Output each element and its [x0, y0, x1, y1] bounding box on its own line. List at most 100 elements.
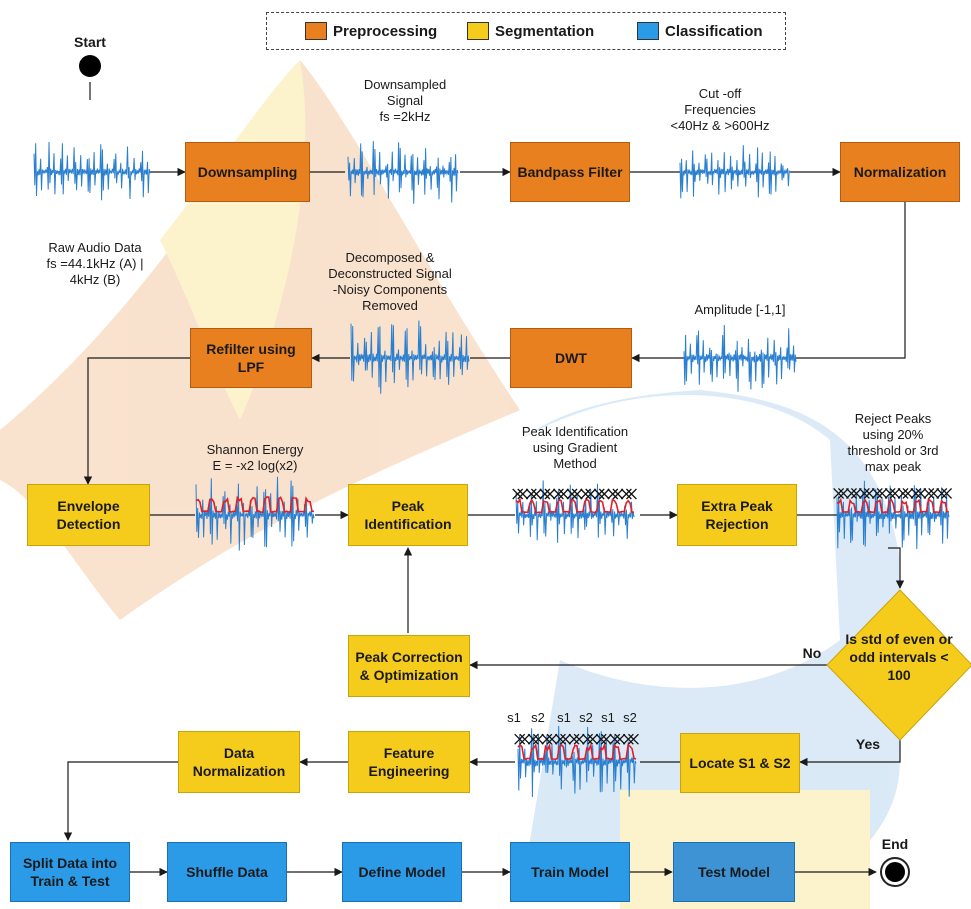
peak-marker: [546, 733, 558, 745]
peak-marker: [552, 488, 564, 500]
peak-marker: [902, 487, 914, 499]
waveform-decomposed: [350, 320, 470, 394]
s-label: s1: [601, 710, 615, 725]
peak-marker: [923, 487, 935, 499]
arrow-normalization-to-dwt: [795, 202, 906, 359]
peak-marker: [889, 487, 901, 499]
peak-marker: [573, 733, 585, 745]
waveform-trace: [195, 476, 315, 551]
peak-marker: [614, 733, 626, 745]
waveform-trace: [350, 320, 470, 394]
waveform-trace: [679, 145, 791, 199]
waveform-s1-s2: [514, 725, 639, 798]
decision-yes-label: Yes: [855, 736, 881, 752]
peak-marker: [558, 488, 569, 500]
peak-marker: [607, 488, 619, 500]
envelope-trace: [515, 497, 635, 514]
waveform-bandpass: [679, 145, 791, 199]
step-train-model: Train Model: [510, 842, 630, 902]
peak-marker: [532, 733, 544, 745]
annotation-decomp-line4: Removed: [362, 298, 418, 313]
annotation-cutoff-line2: Frequencies: [684, 102, 756, 117]
step-dwt: DWT: [510, 328, 632, 388]
peak-marker: [525, 488, 537, 500]
s-label: s2: [579, 710, 593, 725]
peak-marker: [876, 487, 888, 499]
waveform-raw-audio: [33, 141, 151, 201]
annotation-peakid-line1: Peak Identification: [521, 424, 629, 439]
peak-marker: [587, 733, 599, 745]
peak-marker: [846, 487, 857, 499]
arrow-refilter-to-envelope: [83, 357, 190, 485]
step-normalization: Normalization: [840, 142, 960, 202]
legend-label-segmentation: Segmentation: [495, 23, 595, 40]
peak-marker: [897, 487, 909, 499]
waveform-reject-peaks: [833, 480, 953, 550]
peak-marker: [620, 488, 632, 500]
annotation-reject-line1: Reject Peaks: [854, 411, 932, 426]
step-extra-peak-rejection: Extra Peak Rejection: [677, 484, 797, 546]
legend-label-classification: Classification: [665, 23, 763, 40]
annotation-peakid-line3: Method: [553, 456, 597, 471]
peak-marker: [627, 733, 639, 745]
annotation-reject-line3: threshold or 3rd: [847, 443, 939, 458]
waveform-trace: [347, 141, 459, 204]
peak-marker: [850, 487, 862, 499]
legend-label-preprocessing: Preprocessing: [333, 23, 438, 40]
envelope-trace: [837, 497, 950, 514]
annotation-decomp-line3: -Noisy Components: [332, 282, 448, 297]
annotation-shannon-formula: E = -x2 log(x2): [212, 458, 298, 473]
annotation-reject-line2: using 20%: [862, 427, 924, 442]
annotation-raw-line3: 4kHz (B): [69, 272, 121, 287]
peak-marker: [512, 488, 524, 500]
waveform-amplitude: [683, 324, 797, 392]
annotation-cutoff-line1: Cut -off: [698, 86, 742, 101]
annotation-decomp-line2: Deconstructed Signal: [328, 266, 452, 281]
step-split-data: Split Data into Train & Test: [10, 842, 130, 902]
annotation-decomp-line1: Decomposed &: [345, 250, 435, 265]
peak-marker: [833, 487, 845, 499]
annotation-decomposed: Decomposed & Deconstructed Signal -Noisy…: [310, 250, 470, 314]
peak-marker: [622, 733, 634, 745]
step-envelope-detection: Envelope Detection: [27, 484, 150, 546]
annotation-downsampled: Downsampled Signal fs =2kHz: [340, 77, 470, 125]
peak-marker: [625, 488, 637, 500]
peak-marker: [871, 487, 883, 499]
peak-marker: [582, 733, 594, 745]
peak-marker: [941, 487, 953, 499]
peak-marker: [568, 733, 580, 745]
peak-marker: [910, 487, 922, 499]
step-shuffle-data: Shuffle Data: [167, 842, 287, 902]
end-node: [885, 862, 905, 882]
step-peak-correction: Peak Correction & Optimization: [348, 635, 470, 697]
peak-marker: [519, 733, 531, 745]
end-label: End: [881, 836, 909, 852]
peak-marker: [837, 487, 849, 499]
peak-marker: [595, 733, 607, 745]
annotation-amplitude: Amplitude [-1,1]: [694, 302, 786, 317]
step-define-model: Define Model: [342, 842, 462, 902]
legend: Preprocessing Segmentation Classificatio…: [266, 12, 786, 50]
legend-swatch-segmentation: [467, 22, 489, 40]
decision-diamond: [826, 589, 971, 741]
peak-marker: [530, 488, 542, 500]
annotation-reject-line4: max peak: [864, 459, 922, 474]
start-label: Start: [74, 34, 106, 50]
s-label: s1: [507, 710, 521, 725]
annotation-raw-line1: Raw Audio Data: [48, 240, 142, 255]
annotation-down-line1: Downsampled: [363, 77, 447, 92]
peak-marker: [600, 733, 612, 745]
waveform-trace: [836, 480, 950, 550]
peak-marker: [585, 488, 597, 500]
s-label: s1: [557, 710, 571, 725]
waveform-trace: [33, 141, 151, 201]
annotation-down-fs: fs =2kHz: [379, 109, 431, 124]
peak-marker: [580, 488, 592, 500]
annotation-cutoff: Cut -off Frequencies <40Hz & >600Hz: [650, 86, 790, 134]
step-refilter-lpf: Refilter using LPF: [190, 328, 312, 388]
step-data-normalization: Data Normalization: [178, 731, 300, 793]
waveform-trace: [683, 324, 797, 392]
decision-no-label: No: [802, 645, 822, 661]
